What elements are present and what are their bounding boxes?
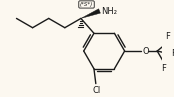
Polygon shape [81,9,100,18]
Text: O: O [142,47,149,56]
Text: (*S*): (*S*) [80,2,93,7]
Text: F: F [165,32,170,41]
Text: NH₂: NH₂ [101,7,117,16]
Text: F: F [161,64,166,73]
Text: F: F [171,49,174,58]
Text: Cl: Cl [93,86,101,95]
